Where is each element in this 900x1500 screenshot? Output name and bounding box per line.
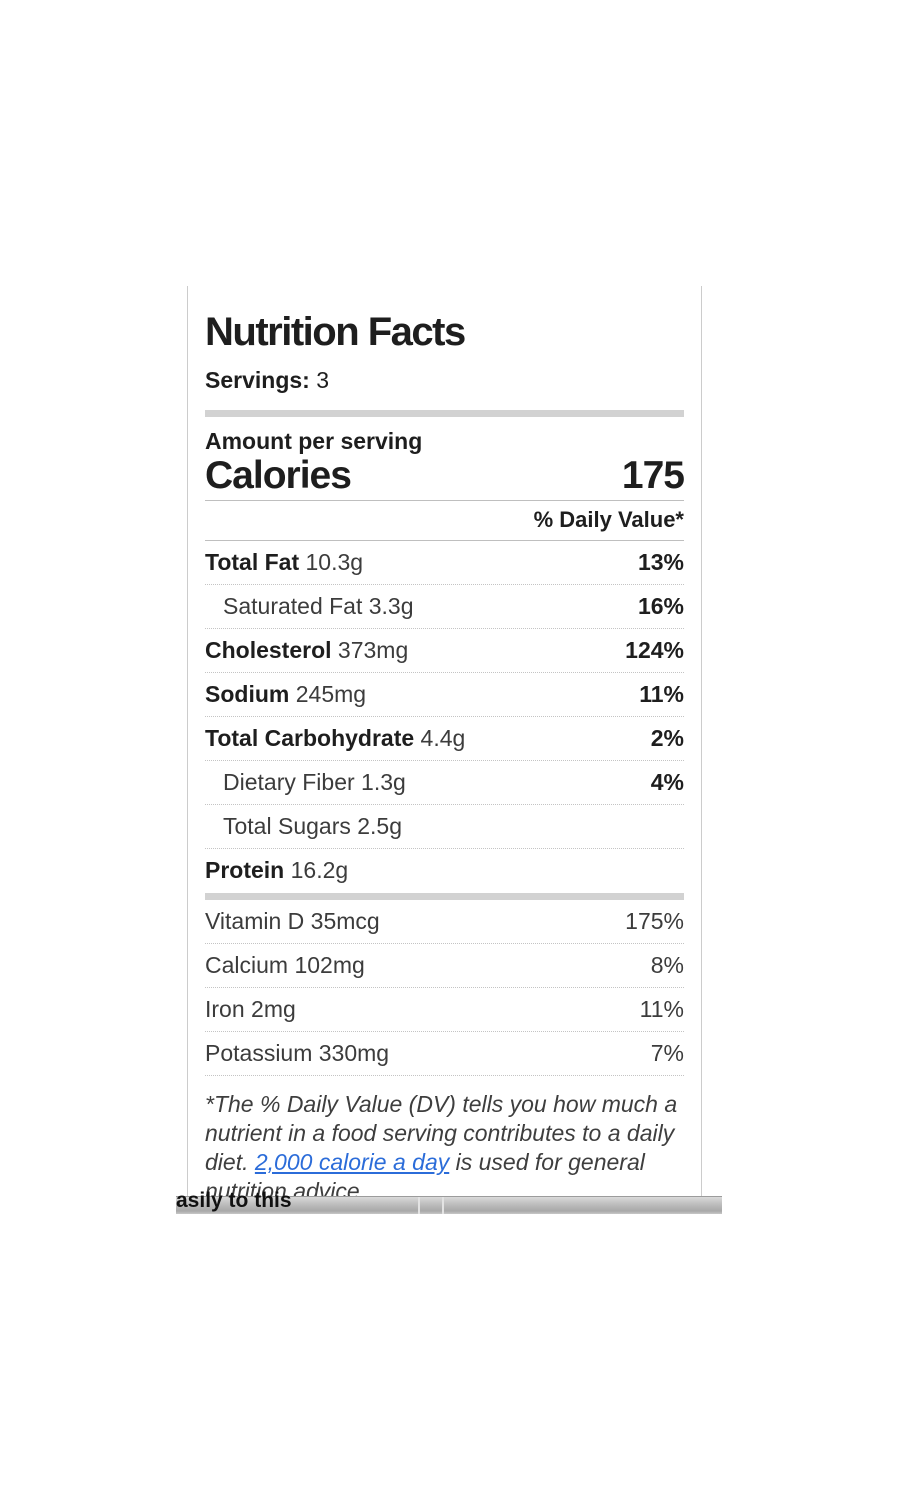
- nutrient-name: Cholesterol: [205, 637, 332, 663]
- nutrition-facts-panel: Nutrition Facts Servings: 3 Amount per s…: [187, 286, 702, 1196]
- horizontal-scrollbar[interactable]: [176, 1196, 722, 1214]
- footnote: *The % Daily Value (DV) tells you how mu…: [205, 1090, 684, 1196]
- nutrient-row: Total Fat 10.3g 13%: [205, 541, 684, 585]
- scrollbar-divider-right: [442, 1197, 444, 1214]
- nutrient-name: Total Fat: [205, 549, 300, 575]
- nutrient-daily-value: 7%: [650, 1040, 684, 1066]
- servings-value: 3: [316, 367, 330, 393]
- nutrient-row: Sodium 245mg 11%: [205, 673, 684, 717]
- calories-value: 175: [621, 454, 685, 497]
- footnote-text-after: is used for general nutrition advice.: [205, 1149, 645, 1196]
- nutrient-row: Vitamin D 35mcg 175%: [205, 900, 684, 944]
- nutrient-amount: 3.3g: [368, 593, 414, 619]
- nutrient-amount: 245mg: [295, 681, 367, 707]
- nutrient-name: Iron: [205, 996, 245, 1022]
- nutrient-row: Total Carbohydrate 4.4g 2%: [205, 717, 684, 761]
- nutrient-name: Calcium: [205, 952, 289, 978]
- nutrient-name: Potassium: [205, 1040, 313, 1066]
- nutrient-name: Protein: [205, 857, 285, 883]
- nutrient-daily-value: 124%: [625, 637, 684, 663]
- nutrient-daily-value: 16%: [637, 593, 684, 619]
- nutrient-row: Saturated Fat 3.3g 16%: [205, 585, 684, 629]
- nutrient-name: Dietary Fiber: [223, 769, 355, 795]
- nutrient-row: Potassium 330mg 7%: [205, 1032, 684, 1076]
- calories-label: Calories: [205, 454, 352, 497]
- thick-divider-top: [205, 410, 684, 417]
- nutrient-row: Dietary Fiber 1.3g 4%: [205, 761, 684, 805]
- amount-per-serving-label: Amount per serving: [205, 428, 423, 454]
- thick-divider-middle: [205, 893, 684, 900]
- nutrient-amount: 102mg: [294, 952, 365, 978]
- nutrient-row: Total Sugars 2.5g: [205, 805, 684, 849]
- scrollbar-divider-left: [418, 1197, 420, 1214]
- nutrient-amount: 10.3g: [305, 549, 364, 575]
- servings-label: Servings:: [205, 367, 310, 393]
- nutrient-row: Calcium 102mg 8%: [205, 944, 684, 988]
- nutrient-row: Iron 2mg 11%: [205, 988, 684, 1032]
- nutrient-amount: 330mg: [318, 1040, 390, 1066]
- nutrient-amount: 16.2g: [290, 857, 349, 883]
- nutrient-name: Vitamin D: [205, 908, 305, 934]
- nutrient-rows: Total Fat 10.3g 13% Saturated Fat 3.3g 1…: [205, 541, 684, 893]
- nutrient-daily-value: 175%: [625, 908, 684, 934]
- nutrient-daily-value: 8%: [650, 952, 684, 978]
- nutrient-daily-value: 13%: [637, 549, 684, 575]
- footnote-text-before: *The % Daily Value (DV) tells you how mu…: [205, 1091, 678, 1175]
- nutrient-row: Cholesterol 373mg 124%: [205, 629, 684, 673]
- nutrient-name: Saturated Fat: [223, 593, 363, 619]
- nutrient-daily-value: 11%: [639, 681, 684, 707]
- daily-value-header: % Daily Value*: [205, 501, 684, 541]
- calorie-advice-link[interactable]: 2,000 calorie a day: [254, 1149, 450, 1175]
- vitamin-rows: Vitamin D 35mcg 175% Calcium 102mg 8% Ir…: [205, 900, 684, 1076]
- nutrient-amount: 2mg: [251, 996, 296, 1022]
- nutrient-amount: 373mg: [337, 637, 409, 663]
- nutrition-facts-title: Nutrition Facts: [205, 310, 466, 354]
- nutrient-name: Total Carbohydrate: [205, 725, 415, 751]
- nutrient-daily-value: 4%: [650, 769, 684, 795]
- nutrient-name: Sodium: [205, 681, 290, 707]
- nutrient-amount: 4.4g: [420, 725, 466, 751]
- calories-row: Calories 175: [205, 454, 685, 501]
- background-page-text: asily to this: [176, 1189, 292, 1212]
- nutrient-daily-value: 11%: [639, 996, 684, 1022]
- nutrient-row: Protein 16.2g: [205, 849, 684, 893]
- nutrient-amount: 35mcg: [310, 908, 380, 934]
- nutrient-amount: 1.3g: [361, 769, 406, 795]
- nutrient-daily-value: 2%: [650, 725, 684, 751]
- servings-row: Servings: 3: [205, 366, 684, 394]
- nutrient-amount: 2.5g: [357, 813, 403, 839]
- nutrient-name: Total Sugars: [223, 813, 351, 839]
